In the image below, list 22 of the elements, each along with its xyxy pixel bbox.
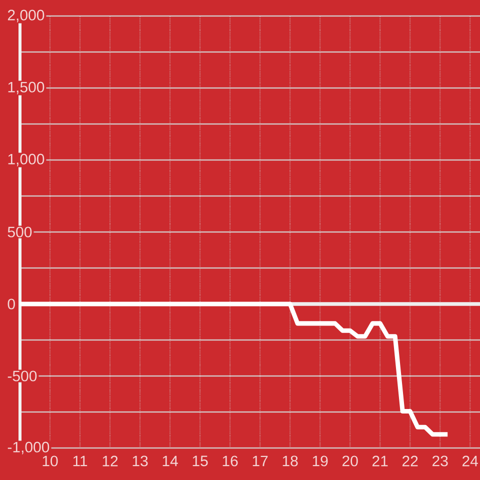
x-tick-label: 22: [402, 456, 418, 466]
x-tick-label: 13: [132, 456, 148, 466]
y-tick-label: -1,000: [8, 442, 50, 454]
y-tick-label: 1,500: [8, 82, 44, 94]
x-tick-label: 24: [462, 456, 478, 466]
x-tick-label: 20: [342, 456, 358, 466]
y-tick-label: 1,000: [8, 154, 44, 166]
x-tick-label: 16: [222, 456, 238, 466]
y-tick-label: 500: [8, 226, 32, 238]
x-tick-label: 14: [162, 456, 178, 466]
x-tick-label: 15: [192, 456, 208, 466]
y-tick-label: -500: [8, 370, 37, 382]
x-tick-label: 12: [102, 456, 118, 466]
x-tick-label: 19: [312, 456, 328, 466]
x-tick-label: 18: [282, 456, 298, 466]
x-tick-label: 11: [73, 456, 88, 466]
x-tick-label: 10: [42, 456, 58, 466]
x-tick-label: 23: [432, 456, 448, 466]
y-tick-label: 0: [8, 298, 15, 310]
x-tick-label: 21: [372, 456, 388, 466]
x-tick-label: 17: [252, 456, 268, 466]
y-tick-label: 2,000: [8, 10, 44, 22]
